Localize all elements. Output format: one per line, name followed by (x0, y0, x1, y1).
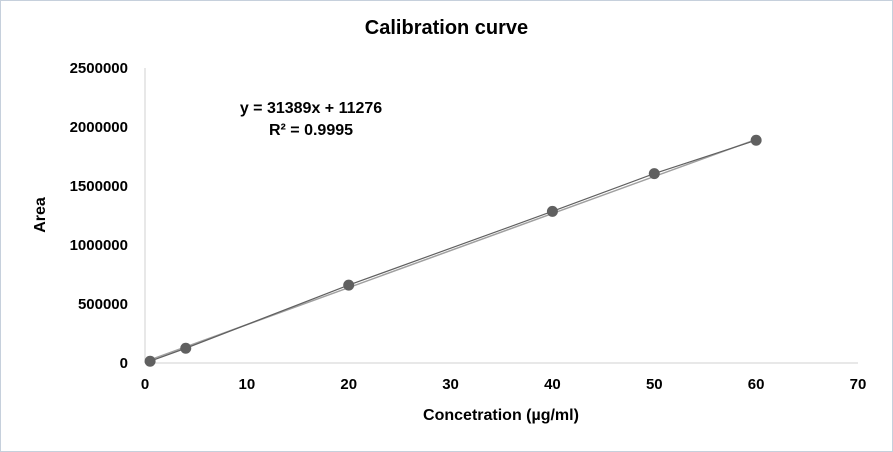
series-line (149, 139, 757, 362)
r-squared-label: R² = 0.9995 (269, 122, 353, 139)
data-point (343, 279, 355, 291)
y-axis-label: Area (32, 197, 49, 233)
x-tick-label: 20 (340, 376, 357, 393)
y-tick-label: 1500000 (70, 178, 128, 195)
x-tick-label: 50 (646, 376, 663, 393)
y-tick-label: 2500000 (70, 60, 128, 77)
y-tick-label: 2000000 (70, 119, 128, 136)
x-axis-label: Concetration (µg/ml) (423, 407, 579, 424)
data-point (648, 168, 660, 180)
x-tick-label: 10 (239, 376, 256, 393)
y-tick-label: 500000 (78, 296, 128, 313)
x-tick-label: 70 (850, 376, 867, 393)
data-point (144, 355, 156, 367)
data-point (750, 134, 762, 146)
axes (144, 68, 858, 364)
data-points (144, 134, 762, 367)
chart-title: Calibration curve (364, 17, 529, 39)
x-tick-label: 0 (141, 376, 149, 393)
trendline-equation: y = 31389x + 11276 (240, 100, 382, 117)
y-tick-label: 0 (120, 355, 128, 372)
data-lines (149, 138, 757, 362)
data-point (546, 205, 558, 217)
y-tick-label: 1000000 (70, 237, 128, 254)
tick-labels: 0 10 20 30 40 50 60 70 0 500000 1000000 1500000 2000… (70, 60, 867, 393)
x-tick-label: 30 (442, 376, 459, 393)
x-tick-label: 40 (544, 376, 561, 393)
data-point (180, 342, 192, 354)
x-tick-label: 60 (748, 376, 765, 393)
